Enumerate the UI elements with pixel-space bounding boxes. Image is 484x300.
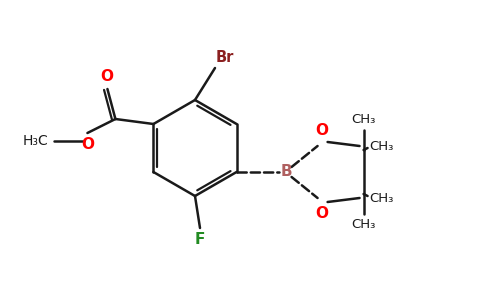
Text: CH₃: CH₃ bbox=[370, 191, 394, 205]
Text: O: O bbox=[100, 69, 113, 84]
Text: CH₃: CH₃ bbox=[351, 218, 376, 231]
Text: O: O bbox=[315, 206, 328, 221]
Text: H₃C: H₃C bbox=[23, 134, 48, 148]
Text: CH₃: CH₃ bbox=[351, 113, 376, 126]
Text: O: O bbox=[315, 123, 328, 138]
Text: CH₃: CH₃ bbox=[370, 140, 394, 152]
Text: Br: Br bbox=[216, 50, 234, 65]
Text: F: F bbox=[195, 232, 205, 247]
Text: B: B bbox=[281, 164, 292, 179]
Text: O: O bbox=[81, 137, 94, 152]
